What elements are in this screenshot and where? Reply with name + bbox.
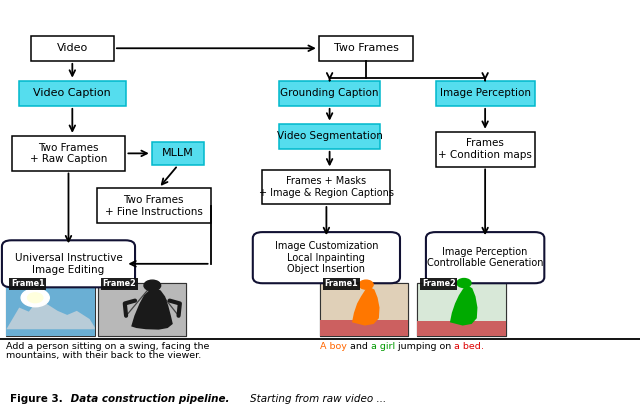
Bar <box>417 321 506 336</box>
FancyBboxPatch shape <box>2 240 135 287</box>
FancyBboxPatch shape <box>253 232 400 283</box>
FancyBboxPatch shape <box>435 132 535 167</box>
Text: a bed: a bed <box>454 342 481 351</box>
FancyBboxPatch shape <box>435 81 535 106</box>
Text: Video: Video <box>57 43 88 53</box>
Text: Image Perception: Image Perception <box>440 88 531 98</box>
Polygon shape <box>131 288 173 330</box>
Bar <box>98 283 186 336</box>
FancyBboxPatch shape <box>279 124 380 149</box>
Text: Image Perception
Controllable Generation: Image Perception Controllable Generation <box>427 247 543 268</box>
FancyBboxPatch shape <box>97 188 211 223</box>
Circle shape <box>28 293 43 303</box>
Text: Frame1: Frame1 <box>11 279 45 288</box>
Bar <box>320 283 408 336</box>
FancyBboxPatch shape <box>319 36 413 61</box>
Text: and: and <box>347 342 371 351</box>
Text: Two Frames
+ Raw Caption: Two Frames + Raw Caption <box>30 143 107 164</box>
Bar <box>417 283 506 336</box>
Text: Frame1: Frame1 <box>11 279 45 288</box>
Text: Video Segmentation: Video Segmentation <box>276 131 383 141</box>
Text: Image Customization
Local Inpainting
Object Insertion: Image Customization Local Inpainting Obj… <box>275 241 378 274</box>
Bar <box>98 283 186 336</box>
Text: Frame2: Frame2 <box>422 279 456 288</box>
Bar <box>320 283 408 336</box>
Text: Frame2: Frame2 <box>102 279 136 288</box>
Text: Video Caption: Video Caption <box>33 88 111 98</box>
Polygon shape <box>450 285 477 326</box>
Bar <box>6 283 95 336</box>
FancyBboxPatch shape <box>31 36 114 61</box>
Circle shape <box>144 280 161 291</box>
Text: Universal Instructive
Image Editing: Universal Instructive Image Editing <box>15 253 122 274</box>
Polygon shape <box>6 299 95 329</box>
Text: Frame2: Frame2 <box>102 279 136 288</box>
FancyBboxPatch shape <box>19 81 126 106</box>
Text: Frames
+ Condition maps: Frames + Condition maps <box>438 139 532 160</box>
FancyBboxPatch shape <box>12 136 125 171</box>
FancyBboxPatch shape <box>262 169 390 204</box>
Circle shape <box>359 280 373 289</box>
Text: a girl: a girl <box>371 342 395 351</box>
FancyBboxPatch shape <box>279 81 380 106</box>
Text: A boy: A boy <box>320 342 347 351</box>
Bar <box>417 283 506 336</box>
Text: Add a person sitting on a swing, facing the: Add a person sitting on a swing, facing … <box>6 342 210 351</box>
Text: Data construction pipeline.: Data construction pipeline. <box>67 394 234 404</box>
Text: jumping on: jumping on <box>395 342 454 351</box>
Text: mountains, with their back to the viewer.: mountains, with their back to the viewer… <box>6 351 202 360</box>
Text: Grounding Caption: Grounding Caption <box>280 88 379 98</box>
Bar <box>6 283 95 336</box>
Bar <box>320 320 408 336</box>
Text: Frame2: Frame2 <box>422 279 456 288</box>
FancyBboxPatch shape <box>426 232 545 283</box>
Text: Frame1: Frame1 <box>324 279 358 288</box>
Circle shape <box>457 279 471 288</box>
Text: MLLM: MLLM <box>162 148 194 158</box>
Text: Two Frames: Two Frames <box>333 43 399 53</box>
Text: Starting from raw video ...: Starting from raw video ... <box>250 394 386 404</box>
Text: Two Frames
+ Fine Instructions: Two Frames + Fine Instructions <box>105 195 202 216</box>
Text: Frames + Masks
+ Image & Region Captions: Frames + Masks + Image & Region Captions <box>259 176 394 198</box>
FancyBboxPatch shape <box>152 142 204 165</box>
Text: Frame1: Frame1 <box>324 279 358 288</box>
Text: .: . <box>481 342 484 351</box>
Circle shape <box>21 289 49 307</box>
Polygon shape <box>352 287 380 326</box>
Text: Figure 3.: Figure 3. <box>10 394 63 404</box>
